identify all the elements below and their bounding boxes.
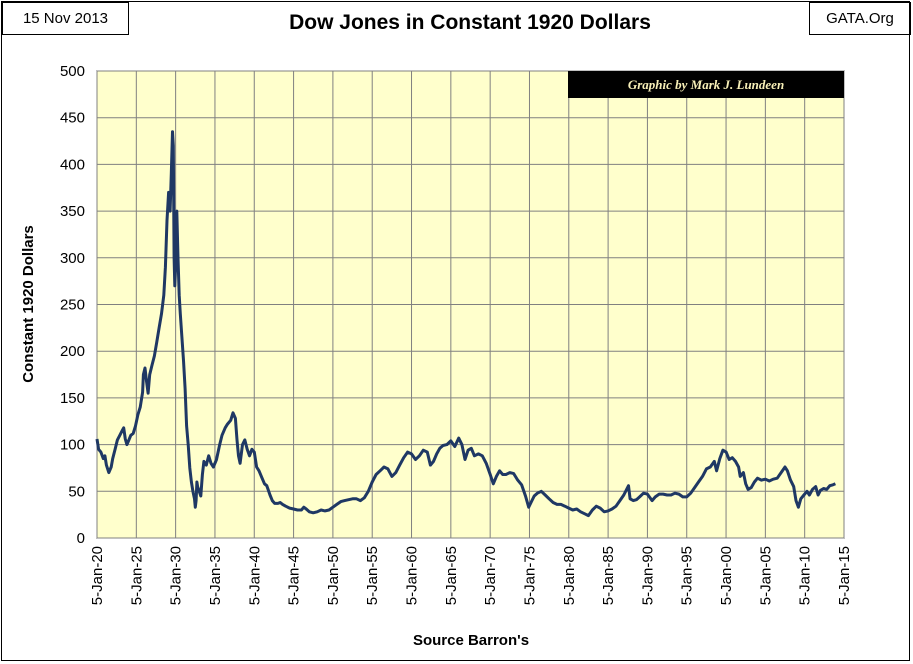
x-tick-label: 5-Jan-40 (246, 546, 263, 605)
date-label: 15 Nov 2013 (2, 2, 129, 35)
y-tick-label: 50 (68, 483, 85, 500)
source-site-label: GATA.Org (809, 2, 911, 35)
chart-title: Dow Jones in Constant 1920 Dollars (289, 11, 651, 34)
credit-text: Graphic by Mark J. Lundeen (628, 77, 784, 92)
x-tick-label: 5-Jan-90 (639, 546, 656, 605)
y-tick-label: 0 (77, 530, 85, 547)
x-tick-label: 5-Jan-30 (168, 546, 185, 605)
x-axis-label: Source Barron's (413, 632, 529, 649)
gridlines (96, 70, 845, 539)
x-tick-label: 5-Jan-25 (128, 546, 145, 605)
y-axis-label: Constant 1920 Dollars (20, 225, 37, 383)
x-tick-labels: 5-Jan-20 5-Jan-25 5-Jan-30 5-Jan-35 5-Jan-40… (89, 546, 853, 605)
x-tick-label: 5-Jan-80 (561, 546, 578, 605)
x-tick-label: 5-Jan-85 (600, 546, 617, 605)
x-tick-label: 5-Jan-05 (757, 546, 774, 605)
x-tick-label: 5-Jan-10 (797, 546, 814, 605)
y-tick-label: 350 (60, 203, 85, 220)
date-text: 15 Nov 2013 (22, 10, 109, 27)
x-tick-label: 5-Jan-35 (207, 546, 224, 605)
x-tick-label: 5-Jan-15 (836, 546, 853, 605)
credit-box (568, 71, 844, 98)
x-tick-label: 5-Jan-65 (443, 546, 460, 605)
x-tick-label: 5-Jan-75 (521, 546, 538, 605)
y-tick-labels: 0 50 100 150 200 250 300 350 400 450 500 (60, 63, 85, 547)
x-tick-label: 5-Jan-00 (718, 546, 735, 605)
y-tick-label: 300 (60, 250, 85, 267)
y-tick-label: 200 (60, 343, 85, 360)
y-tick-label: 500 (60, 63, 85, 80)
x-tick-label: 5-Jan-70 (482, 546, 499, 605)
x-tick-label: 5-Jan-50 (325, 546, 342, 605)
x-tick-label: 5-Jan-20 (89, 546, 106, 605)
dow-series-line (95, 130, 836, 518)
x-tick-label: 5-Jan-60 (404, 546, 421, 605)
x-tick-label: 5-Jan-45 (286, 546, 303, 605)
source-site-text: GATA.Org (826, 10, 894, 27)
x-tick-label: 5-Jan-55 (364, 546, 381, 605)
y-tick-label: 150 (60, 390, 85, 407)
y-tick-label: 100 (60, 437, 85, 454)
y-tick-label: 400 (60, 156, 85, 173)
y-tick-label: 450 (60, 110, 85, 127)
x-tick-label: 5-Jan-95 (679, 546, 696, 605)
y-tick-label: 250 (60, 297, 85, 314)
